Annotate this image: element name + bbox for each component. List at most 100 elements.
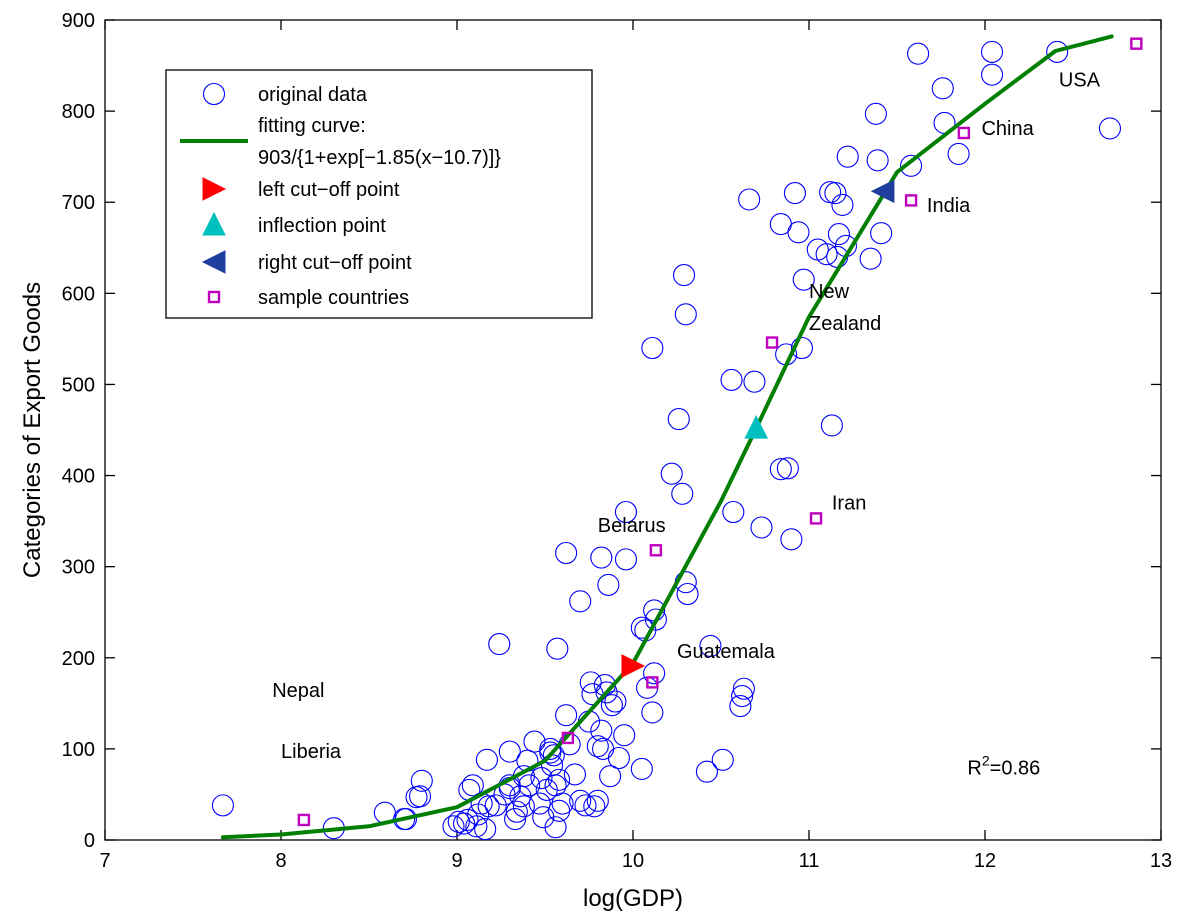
legend-circle-swatch bbox=[202, 82, 226, 106]
legend-label: left cut−off point bbox=[258, 179, 400, 201]
legend-triangle-right-swatch bbox=[202, 177, 227, 201]
data-point bbox=[211, 794, 234, 817]
data-point bbox=[907, 42, 930, 65]
data-point bbox=[699, 634, 722, 657]
x-tick-label: 7 bbox=[99, 850, 110, 872]
data-point bbox=[671, 482, 694, 505]
data-point bbox=[408, 785, 432, 808]
data-point bbox=[528, 792, 551, 815]
data-point bbox=[452, 812, 476, 835]
x-tick-label: 12 bbox=[974, 850, 996, 872]
legend-label: original data bbox=[258, 84, 368, 106]
x-tick-label: 13 bbox=[1150, 850, 1172, 872]
data-point bbox=[595, 681, 618, 704]
data-point bbox=[676, 582, 699, 606]
data-point bbox=[597, 573, 620, 596]
country-label: India bbox=[927, 195, 971, 217]
data-point bbox=[732, 677, 755, 700]
fitting-curve-line bbox=[220, 34, 1114, 840]
data-point bbox=[836, 145, 859, 168]
data-point bbox=[641, 701, 664, 724]
right-cut-off-point-marker bbox=[870, 179, 895, 204]
data-point bbox=[542, 744, 565, 767]
data-point bbox=[551, 792, 574, 815]
legend-label: right cut−off point bbox=[258, 252, 412, 274]
country-label: Nepal bbox=[272, 680, 324, 702]
data-layer bbox=[211, 34, 1143, 841]
data-point bbox=[738, 188, 761, 211]
data-point bbox=[641, 336, 664, 360]
data-point bbox=[780, 528, 803, 551]
country-label: Iran bbox=[832, 492, 866, 514]
data-point bbox=[672, 264, 696, 287]
x-tick-label: 9 bbox=[451, 850, 462, 872]
data-point bbox=[583, 795, 606, 818]
data-point bbox=[776, 457, 799, 480]
y-tick-label: 500 bbox=[62, 374, 95, 396]
data-point bbox=[475, 748, 498, 771]
data-point bbox=[539, 737, 562, 760]
y-tick-label: 0 bbox=[84, 830, 95, 852]
left-cut-off-point-marker bbox=[621, 654, 646, 678]
y-tick-label: 600 bbox=[62, 283, 95, 305]
data-point bbox=[792, 268, 815, 291]
data-point bbox=[787, 221, 810, 244]
y-tick-label: 700 bbox=[62, 192, 95, 214]
legend: original data fitting curve: 903/{1+exp[−1… bbox=[165, 69, 593, 319]
data-point bbox=[613, 724, 636, 747]
data-point bbox=[586, 789, 609, 812]
data-point bbox=[410, 769, 433, 792]
data-point bbox=[824, 182, 847, 205]
sample-country-point bbox=[809, 512, 823, 525]
data-point bbox=[600, 694, 623, 717]
country-label: Belarus bbox=[598, 515, 666, 537]
country-label: New bbox=[809, 281, 850, 303]
data-point bbox=[859, 247, 882, 270]
data-point bbox=[504, 807, 527, 831]
data-point bbox=[604, 690, 627, 713]
data-point bbox=[569, 590, 592, 613]
legend-triangle-left-swatch bbox=[201, 250, 226, 274]
data-point bbox=[539, 741, 562, 764]
data-point bbox=[827, 223, 850, 246]
legend-triangle-up-swatch bbox=[202, 211, 226, 236]
data-point bbox=[667, 408, 690, 431]
data-point bbox=[563, 763, 586, 786]
data-point bbox=[783, 182, 806, 205]
data-point bbox=[544, 816, 567, 839]
y-tick-label: 300 bbox=[62, 557, 95, 579]
data-point bbox=[815, 243, 838, 266]
data-point bbox=[488, 633, 511, 656]
sample-country-point bbox=[561, 731, 575, 745]
data-point bbox=[831, 193, 854, 217]
data-point bbox=[820, 414, 843, 437]
data-point bbox=[695, 760, 718, 783]
country-label: Guatemala bbox=[677, 641, 776, 663]
inflection-point-marker bbox=[744, 415, 769, 439]
data-point bbox=[461, 774, 484, 797]
sample-country-point bbox=[646, 676, 659, 689]
data-point bbox=[607, 746, 630, 770]
data-point bbox=[523, 730, 546, 753]
data-point bbox=[456, 808, 479, 832]
data-point bbox=[555, 704, 578, 727]
data-point bbox=[548, 768, 571, 791]
data-point bbox=[555, 541, 578, 565]
legend-label: fitting curve: bbox=[258, 115, 366, 137]
data-point bbox=[980, 40, 1004, 63]
sample-country-point bbox=[1130, 37, 1143, 50]
data-point bbox=[465, 815, 488, 838]
data-point bbox=[477, 795, 500, 818]
sample-country-point bbox=[904, 194, 918, 207]
legend-box bbox=[165, 69, 593, 319]
data-point bbox=[590, 546, 613, 569]
country-label: Zealand bbox=[809, 313, 881, 335]
data-point bbox=[574, 794, 597, 817]
data-point bbox=[947, 142, 970, 165]
data-point bbox=[614, 500, 638, 524]
legend-label: inflection point bbox=[258, 215, 386, 237]
data-point bbox=[864, 102, 887, 125]
legend-label: sample countries bbox=[258, 287, 409, 309]
country-label: China bbox=[981, 118, 1034, 140]
data-point bbox=[722, 500, 745, 524]
